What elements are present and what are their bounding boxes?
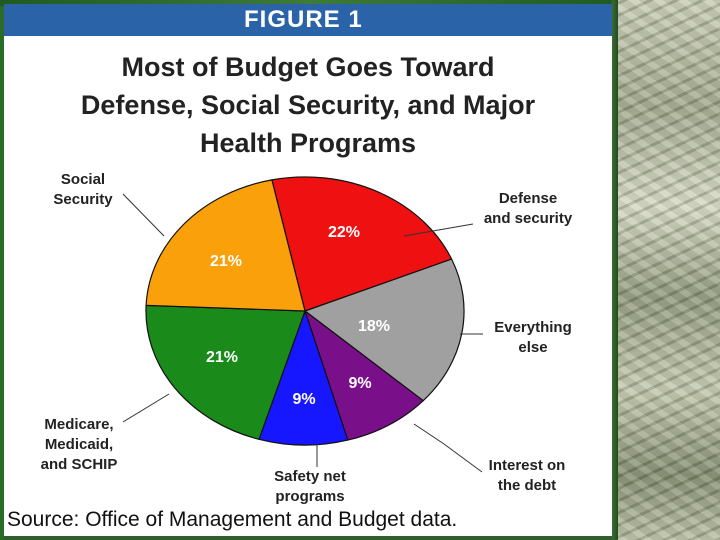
slice-category-label-5: Social Security [53,171,113,208]
slide-frame-left [0,0,4,540]
chart-title-line-1: Most of Budget Goes Toward [121,52,495,82]
leader-line-5 [122,193,165,237]
slice-value-label-1: 18% [358,318,390,335]
chart-title-line-2: Defense, Social Security, and Major [80,90,536,120]
slice-value-label-2: 9% [348,375,371,392]
chart-title-line-3: Health Programs [199,128,417,158]
pie-slice-0 [271,176,453,312]
slice-category-label-3: Safety net programs [274,468,346,505]
pie-slice-4 [145,304,306,441]
slice-category-label-2: Interest on the debt [489,457,566,494]
leader-line-2 [413,423,483,473]
slice-value-label-3: 9% [292,391,315,408]
money-panel-border [612,0,620,540]
figure-label: FIGURE 1 [244,6,363,33]
pie-slice-5 [145,179,306,312]
slice-value-label-5: 21% [210,253,242,270]
slide-frame-top [0,0,620,6]
slice-category-label-0: Defense and security [484,190,573,227]
pie-slice-2 [303,309,425,441]
slice-value-label-0: 22% [328,224,360,241]
leader-line-0 [403,223,474,237]
figure-panel: FIGURE 1 Most of Budget Goes Toward Defe… [4,4,612,536]
pie-slice-1 [303,258,465,402]
pie-chart: 22% 18% 9% 9% 21% 21% Defense and security Every… [41,171,573,505]
slice-category-label-1: Everything else [494,319,572,356]
source-note: Source: Office of Management and Budget … [7,508,458,531]
money-photo-panel [618,0,720,540]
slice-category-label-4: Medicare, Medicaid, and SCHIP [41,416,118,473]
slice-value-label-4: 21% [206,349,238,366]
pie-slice-3 [258,309,349,446]
figure-header-bar: FIGURE 1 [4,4,612,36]
leader-line-4 [122,393,170,423]
